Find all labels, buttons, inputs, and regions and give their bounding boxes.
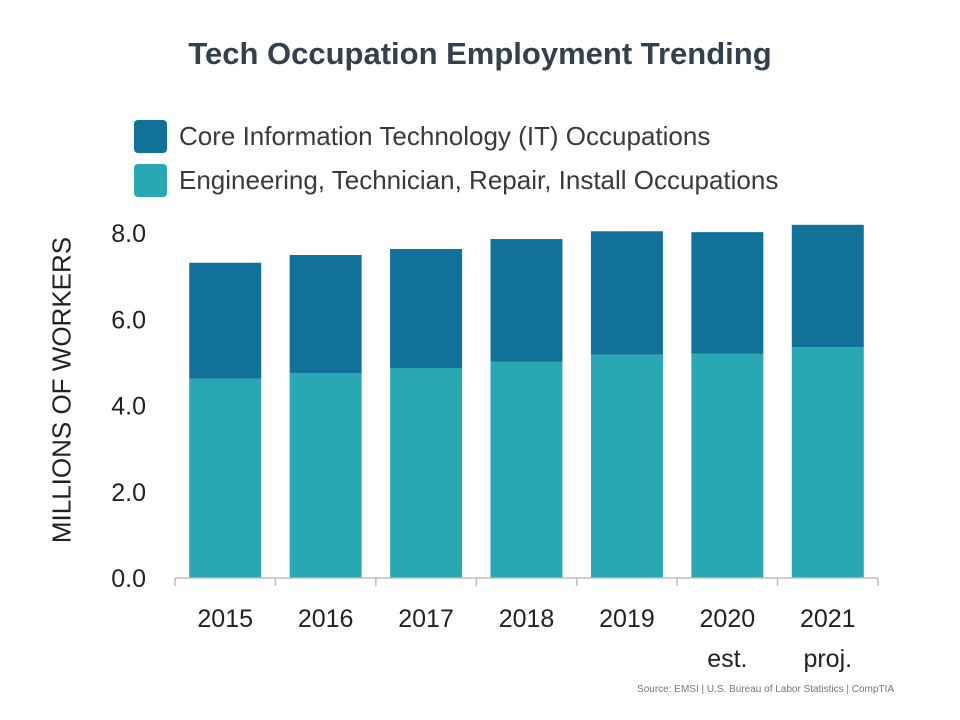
legend-label-engineering: Engineering, Technician, Repair, Install… [179, 164, 779, 195]
bar-engineering [590, 354, 663, 578]
legend-item-engineering: Engineering, Technician, Repair, Install… [134, 158, 778, 202]
x-tick-label: 2021 [800, 605, 856, 633]
x-tick-label: 2015 [197, 605, 253, 633]
x-tick-label: 2017 [398, 605, 454, 633]
bar-engineering [390, 367, 463, 578]
x-tick-label: proj. [803, 645, 852, 673]
bar-core-it [189, 262, 262, 379]
legend-item-core-it: Core Information Technology (IT) Occupat… [134, 114, 778, 158]
bar-core-it [791, 224, 864, 348]
y-tick-label: 8.0 [111, 220, 146, 248]
bar-engineering [791, 347, 864, 578]
legend-label-core-it: Core Information Technology (IT) Occupat… [179, 120, 711, 151]
x-tick-label: 2018 [499, 605, 555, 633]
legend: Core Information Technology (IT) Occupat… [134, 114, 778, 202]
y-tick-label: 2.0 [111, 479, 146, 507]
legend-swatch-engineering [134, 163, 167, 197]
bar-engineering [691, 353, 764, 578]
source-note: Source: EMSI | U.S. Bureau of Labor Stat… [637, 684, 894, 695]
chart-title: Tech Occupation Employment Trending [188, 36, 772, 71]
x-tick-label: 2019 [599, 605, 655, 633]
x-tick-label: 2020 [700, 605, 756, 633]
x-tick-label: 2016 [298, 605, 354, 633]
x-tick-label: est. [707, 645, 747, 673]
bar-core-it [691, 232, 764, 354]
y-tick-label: 4.0 [111, 393, 146, 421]
bar-core-it [590, 231, 663, 355]
y-tick-label: 0.0 [111, 565, 146, 593]
bar-core-it [289, 254, 362, 374]
bar-engineering [490, 361, 563, 578]
bar-core-it [490, 239, 563, 362]
bar-engineering [189, 378, 262, 578]
y-tick-label: 6.0 [111, 306, 146, 334]
legend-swatch-core-it [134, 119, 167, 153]
bar-engineering [289, 373, 362, 578]
bar-core-it [390, 248, 463, 368]
